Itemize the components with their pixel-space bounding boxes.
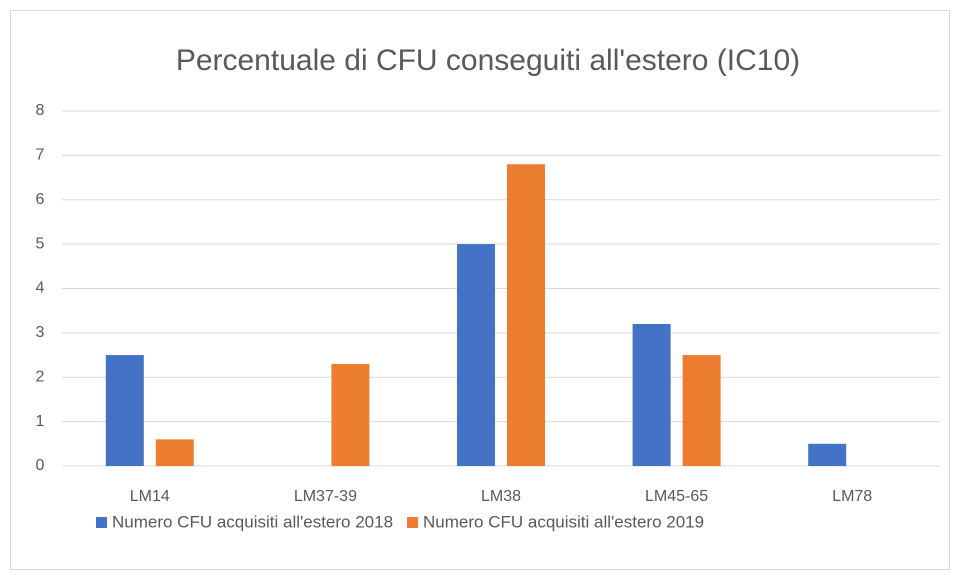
x-tick-label: LM45-65 xyxy=(645,488,708,505)
y-tick-label: 4 xyxy=(36,280,45,297)
bar xyxy=(457,244,495,466)
bar xyxy=(507,164,545,466)
x-tick-label: LM37-39 xyxy=(294,488,357,505)
legend-swatch xyxy=(96,517,107,528)
bar xyxy=(105,355,144,466)
y-tick-label: 8 xyxy=(36,102,45,119)
bar xyxy=(331,363,370,466)
x-tick-label: LM38 xyxy=(481,488,521,505)
y-tick-label: 0 xyxy=(36,457,45,474)
y-tick-label: 3 xyxy=(36,324,45,341)
chart-title: Percentuale di CFU conseguiti all'estero… xyxy=(176,44,800,77)
legend-swatch xyxy=(407,517,419,528)
y-tick-label: 1 xyxy=(36,413,45,430)
bar xyxy=(682,355,721,466)
y-tick-label: 2 xyxy=(36,368,45,385)
bar xyxy=(632,324,671,466)
bar xyxy=(155,439,194,466)
legend-label: Numero CFU acquisiti all'estero 2019 xyxy=(423,512,704,531)
y-tick-label: 7 xyxy=(36,147,45,164)
y-tick-label: 5 xyxy=(36,235,45,252)
legend-label: Numero CFU acquisiti all'estero 2018 xyxy=(112,512,393,531)
x-tick-label: LM14 xyxy=(130,488,170,505)
x-tick-label: LM78 xyxy=(832,488,872,505)
y-tick-label: 6 xyxy=(36,191,45,208)
bar xyxy=(808,443,847,466)
